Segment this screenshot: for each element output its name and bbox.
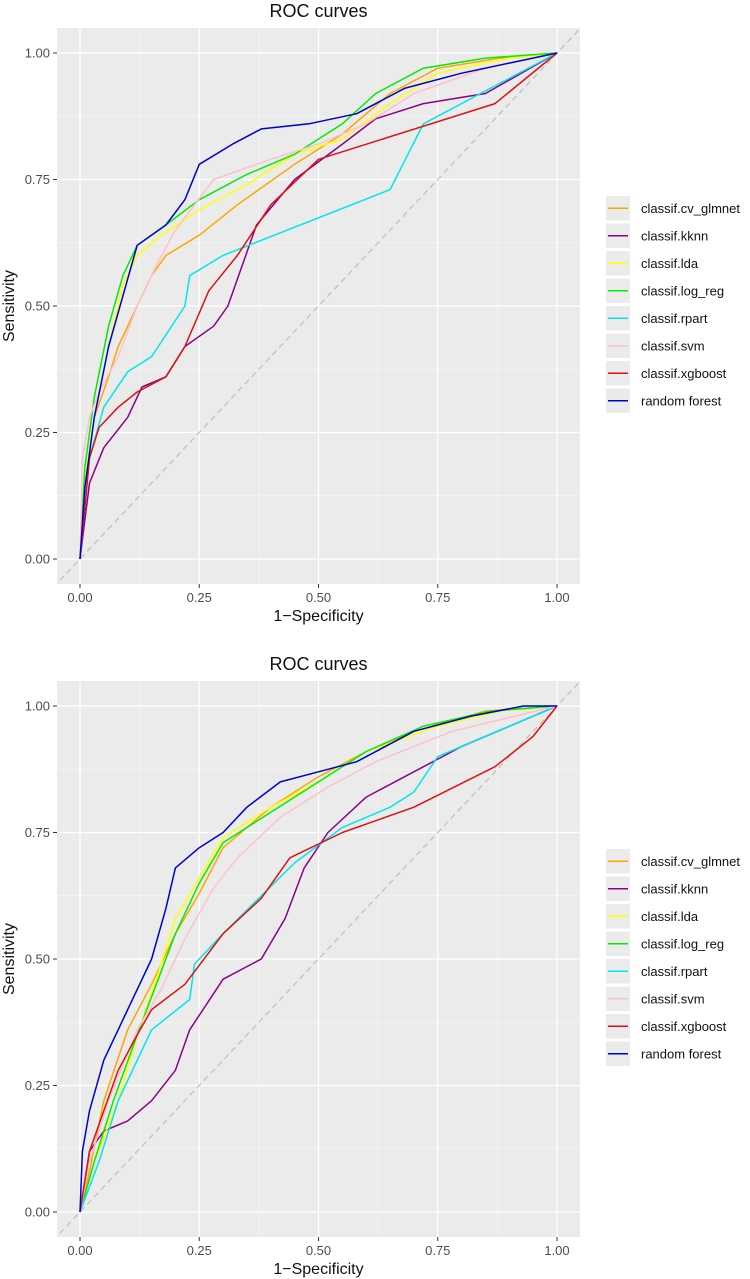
x-tick-label: 1.00	[544, 590, 569, 605]
legend-item-classif-svm: classif.svm	[606, 986, 705, 1011]
legend-item-classif-kknn: classif.kknn	[606, 223, 708, 248]
roc-line-random-forest	[79, 52, 558, 560]
roc-line-classif-xgboost	[79, 705, 558, 1213]
roc-line-classif-svm	[79, 52, 558, 560]
y-tick-label: 0.75	[25, 825, 50, 840]
legend-label: classif.cv_glmnet	[641, 201, 740, 216]
y-tick-label: 1.00	[25, 46, 50, 61]
x-axis-label: 1−Specificity	[273, 608, 363, 625]
x-tick-label: 0.75	[425, 590, 450, 605]
legend-label: classif.svm	[641, 991, 705, 1006]
legend-label: classif.lda	[641, 256, 699, 271]
x-tick-label: 0.75	[425, 1243, 450, 1258]
legend-item-classif-lda: classif.lda	[606, 904, 699, 929]
legend-label: classif.kknn	[641, 881, 708, 896]
y-tick-label: 0.75	[25, 172, 50, 187]
x-tick-label: 1.00	[544, 1243, 569, 1258]
axes: 0.00 0.25 0.50 0.75 1.00 0.00 0.25 0.50 0.75 1.00	[25, 699, 570, 1259]
diagonal-reference-line	[57, 28, 580, 584]
roc-line-classif-kknn	[79, 705, 558, 1213]
legend-item-classif-cv-glmnet: classif.cv_glmnet	[606, 849, 740, 874]
y-tick-label: 0.25	[25, 1078, 50, 1093]
legend-label: classif.rpart	[641, 964, 708, 979]
legend-label: classif.xgboost	[641, 1019, 727, 1034]
legend-label: classif.lda	[641, 909, 699, 924]
y-axis-label: Sensitivity	[1, 270, 18, 342]
y-tick-label: 1.00	[25, 699, 50, 714]
legend: classif.cv_glmnet classif.kknn classif.lda…	[606, 845, 750, 1073]
y-axis-label: Sensitivity	[1, 923, 18, 995]
roc-line-classif-rpart	[79, 52, 558, 560]
legend-item-classif-svm: classif.svm	[606, 333, 705, 358]
legend-item-classif-kknn: classif.kknn	[606, 876, 708, 901]
roc-line-classif-cv-glmnet	[79, 52, 558, 560]
roc-line-classif-lda	[79, 705, 558, 1213]
legend-item-classif-log-reg: classif.log_reg	[606, 931, 724, 956]
roc-line-random-forest	[79, 705, 557, 1213]
chart-title: ROC curves	[269, 654, 367, 674]
series-lines	[79, 52, 558, 560]
grid-lines	[57, 28, 580, 584]
roc-line-classif-log-reg	[79, 705, 558, 1213]
x-axis-label: 1−Specificity	[273, 1261, 363, 1278]
legend-item-classif-cv-glmnet: classif.cv_glmnet	[606, 196, 740, 221]
legend-label: classif.xgboost	[641, 366, 727, 381]
axes: 0.00 0.25 0.50 0.75 1.00 0.00 0.25 0.50 0.75 1.00	[25, 46, 570, 606]
x-tick-label: 0.50	[306, 590, 331, 605]
roc-line-classif-xgboost	[79, 52, 558, 560]
legend-item-classif-xgboost: classif.xgboost	[606, 1014, 727, 1039]
legend-label: classif.svm	[641, 338, 705, 353]
legend-label: classif.kknn	[641, 228, 708, 243]
x-tick-label: 0.50	[306, 1243, 331, 1258]
roc-chart-2: 0.00 0.25 0.50 0.75 1.00 0.00 0.25 0.50 0.75 1.00…	[1, 654, 750, 1278]
legend-item-classif-lda: classif.lda	[606, 251, 699, 276]
diagonal-reference-line	[57, 681, 580, 1237]
y-tick-label: 0.00	[25, 1205, 50, 1220]
legend-item-random-forest: random forest	[606, 1041, 722, 1066]
legend-label: classif.rpart	[641, 311, 708, 326]
y-tick-label: 0.50	[25, 299, 50, 314]
roc-chart-1: 0.00 0.25 0.50 0.75 1.00 0.00 0.25 0.50 0.75 1.00…	[1, 1, 750, 625]
y-tick-label: 0.50	[25, 952, 50, 967]
roc-line-classif-svm	[79, 705, 558, 1213]
x-tick-label: 0.00	[67, 1243, 92, 1258]
chart-title: ROC curves	[269, 1, 367, 21]
x-tick-label: 0.25	[187, 590, 212, 605]
legend-label: classif.cv_glmnet	[641, 854, 740, 869]
roc-line-classif-log-reg	[79, 52, 558, 560]
roc-line-classif-kknn	[79, 52, 558, 560]
x-tick-label: 0.25	[187, 1243, 212, 1258]
legend-item-classif-log-reg: classif.log_reg	[606, 278, 724, 303]
x-tick-label: 0.00	[67, 590, 92, 605]
legend-label: classif.log_reg	[641, 936, 724, 951]
grid-lines	[57, 681, 580, 1237]
legend-label: random forest	[641, 393, 722, 408]
legend-item-classif-xgboost: classif.xgboost	[606, 361, 727, 386]
legend-item-random-forest: random forest	[606, 388, 722, 413]
series-lines	[79, 705, 558, 1213]
legend-label: random forest	[641, 1046, 722, 1061]
y-tick-label: 0.00	[25, 552, 50, 567]
legend: classif.cv_glmnet classif.kknn classif.lda…	[606, 192, 750, 420]
legend-item-classif-rpart: classif.rpart	[606, 306, 708, 331]
legend-label: classif.log_reg	[641, 283, 724, 298]
legend-item-classif-rpart: classif.rpart	[606, 959, 708, 984]
y-tick-label: 0.25	[25, 425, 50, 440]
